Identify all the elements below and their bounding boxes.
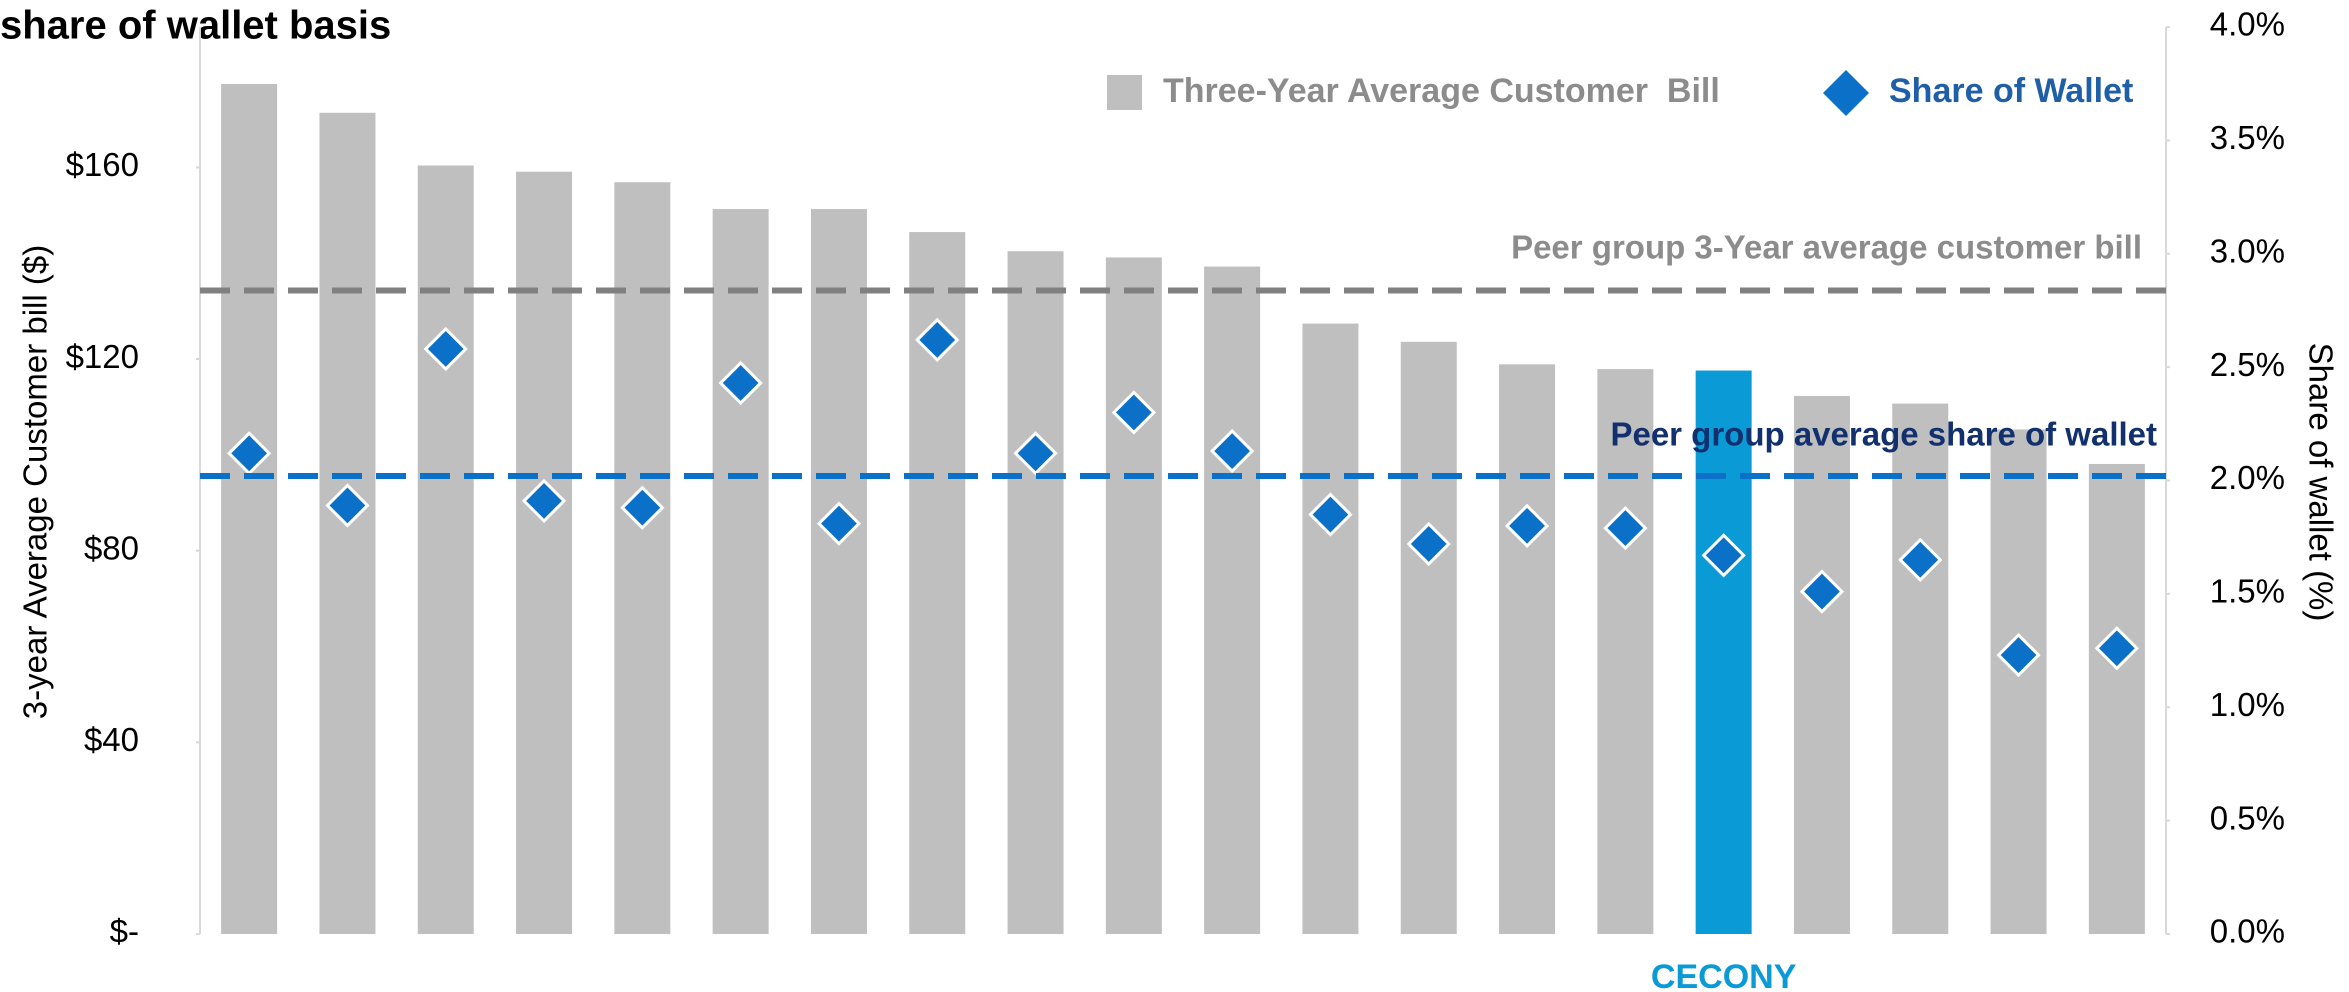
y2-tick-label: 4.0% xyxy=(2210,6,2285,43)
bar xyxy=(1695,370,1752,934)
bar xyxy=(221,84,278,934)
bar xyxy=(1892,403,1949,934)
diamond-marker xyxy=(2094,626,2139,671)
diamond-marker xyxy=(1210,428,1255,474)
y-tick-label: $40 xyxy=(84,721,139,758)
diamond-marker xyxy=(521,478,567,524)
diamond-marker xyxy=(1504,503,1550,548)
diamond-marker xyxy=(1013,431,1058,476)
bar xyxy=(1105,257,1162,935)
y-tick-label: $80 xyxy=(84,529,139,566)
legend-label: Share of Wallet xyxy=(1889,72,2133,110)
diamond-marker xyxy=(1111,390,1156,435)
diamond-marker xyxy=(915,317,960,363)
y2-tick-label: 1.5% xyxy=(2210,573,2285,610)
x-tick-label: CECONY xyxy=(1651,958,1797,992)
y2-tick-label: 0.5% xyxy=(2210,799,2285,836)
bar xyxy=(810,209,867,934)
y-tick-label: $120 xyxy=(66,338,139,375)
diamond-marker xyxy=(1308,492,1353,537)
chart-title: share of wallet basis xyxy=(0,4,391,48)
diamond-marker xyxy=(1701,533,1746,578)
diamond-marker xyxy=(1898,537,1943,582)
diamond-marker xyxy=(423,326,468,372)
diamond-marker xyxy=(1406,521,1451,567)
bar xyxy=(712,209,769,934)
bar xyxy=(1302,323,1359,934)
bar xyxy=(1400,341,1457,935)
y2-tick-label: 3.0% xyxy=(2210,232,2285,269)
bar xyxy=(417,165,474,935)
legend-swatch xyxy=(1107,75,1142,110)
y-tick-label: $- xyxy=(110,913,139,950)
bar xyxy=(2088,463,2145,934)
y2-tick-label: 2.0% xyxy=(2210,459,2285,496)
y2-tick-label: 1.0% xyxy=(2210,686,2285,723)
bar xyxy=(1499,364,1556,935)
bar xyxy=(1597,369,1654,934)
y-axis-title: 3-year Average Customer bill ($) xyxy=(17,245,54,719)
diamond-marker xyxy=(1603,505,1648,551)
diamond-marker xyxy=(325,483,370,528)
bar xyxy=(1793,395,1850,934)
y2-axis-title: Share of wallet (%) xyxy=(2302,343,2339,622)
legend-swatch xyxy=(1823,70,1869,116)
diamond-marker xyxy=(718,360,763,406)
legend-label: Three-Year Average Customer Bill xyxy=(1163,72,1720,110)
diamond-marker xyxy=(620,485,665,530)
diamond-marker xyxy=(816,501,862,546)
y-tick-label: $160 xyxy=(66,146,139,183)
reference-label: Peer group average share of wallet xyxy=(1610,416,2157,453)
y2-tick-label: 3.5% xyxy=(2210,119,2285,156)
bar xyxy=(614,182,671,934)
bar xyxy=(1204,266,1261,934)
bar xyxy=(1007,251,1064,934)
bar xyxy=(1990,429,2047,934)
y2-tick-label: 2.5% xyxy=(2210,346,2285,383)
y2-tick-label: 0.0% xyxy=(2210,913,2285,950)
diamond-marker xyxy=(1996,632,2041,678)
reference-label: Peer group 3-Year average customer bill xyxy=(1511,229,2142,266)
bar xyxy=(516,171,573,934)
diamond-marker xyxy=(1799,569,1845,614)
